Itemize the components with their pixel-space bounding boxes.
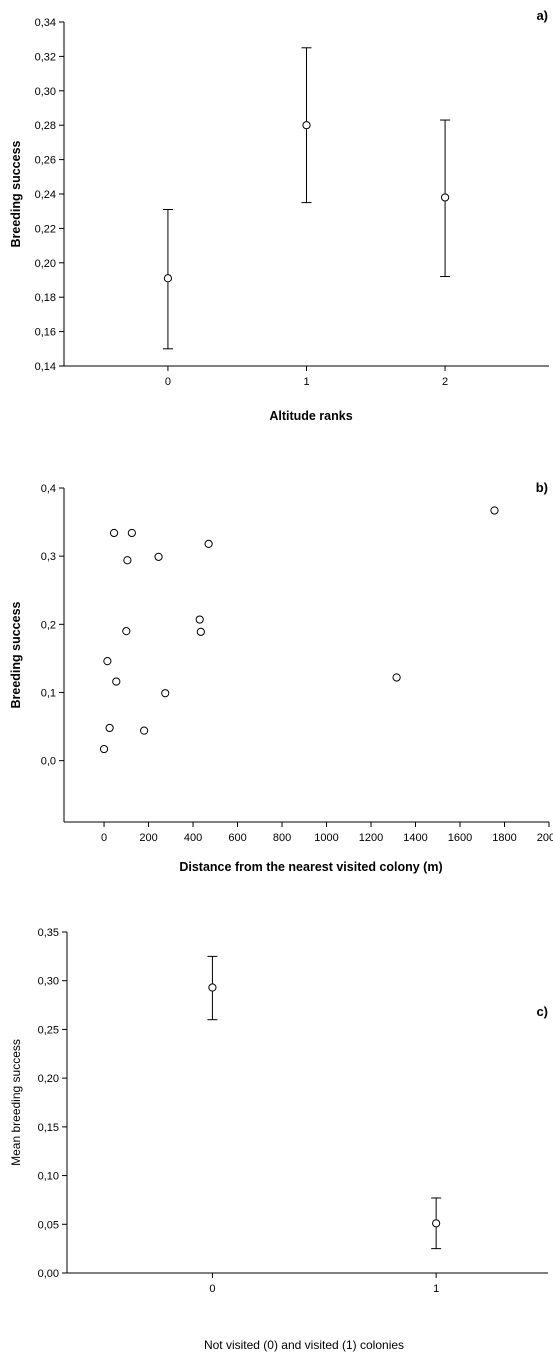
x-axis-title: Not visited (0) and visited (1) colonies bbox=[204, 1338, 404, 1352]
data-point bbox=[161, 689, 170, 698]
y-tick-label: 0,34 bbox=[35, 17, 56, 29]
y-tick-label: 0,20 bbox=[38, 1073, 59, 1085]
y-tick-label: 0,22 bbox=[35, 223, 56, 235]
data-point bbox=[109, 528, 119, 538]
panel-label: c) bbox=[536, 1004, 548, 1019]
x-tick-label: 1200 bbox=[359, 832, 383, 844]
data-point bbox=[103, 657, 112, 666]
data-point bbox=[154, 552, 163, 561]
x-tick-label: 1 bbox=[433, 1283, 439, 1295]
x-tick-label: 1800 bbox=[492, 832, 516, 844]
x-axis-title: Distance from the nearest visited colony… bbox=[179, 860, 442, 874]
x-tick-label: 2 bbox=[442, 376, 448, 388]
y-tick-label: 0,05 bbox=[38, 1219, 59, 1231]
x-tick-label: 0 bbox=[101, 832, 107, 844]
data-point bbox=[127, 528, 136, 538]
y-tick-label: 0,25 bbox=[38, 1024, 59, 1036]
y-tick-label: 0,1 bbox=[41, 687, 56, 699]
y-tick-label: 0,18 bbox=[35, 292, 56, 304]
y-tick-label: 0,26 bbox=[35, 155, 56, 167]
panel-label: b) bbox=[536, 480, 548, 495]
data-point bbox=[105, 723, 114, 733]
x-tick-label: 600 bbox=[228, 832, 246, 844]
data-point bbox=[123, 556, 132, 565]
x-tick-label: 400 bbox=[184, 832, 202, 844]
y-tick-label: 0,20 bbox=[35, 258, 56, 270]
y-axis-title: Breeding success bbox=[9, 601, 23, 708]
data-point bbox=[490, 506, 499, 515]
chart-panel-a: 0,14 0,16 0,18 0,20 0,22 0,24 0,26 0,28 0,30 0,32… bbox=[9, 8, 549, 423]
data-point bbox=[99, 744, 109, 754]
x-tick-label: 800 bbox=[273, 832, 291, 844]
y-tick-label: 0,30 bbox=[38, 976, 59, 988]
x-tick-label: 1400 bbox=[403, 832, 427, 844]
y-tick-label: 0,3 bbox=[41, 551, 56, 563]
x-tick-label: 1 bbox=[303, 376, 309, 388]
y-tick-label: 0,0 bbox=[41, 756, 56, 768]
data-point bbox=[204, 539, 213, 548]
data-point bbox=[196, 627, 205, 636]
y-tick-label: 0,4 bbox=[41, 483, 56, 495]
x-tick-label: 200 bbox=[139, 832, 157, 844]
x-tick-label: 2000 bbox=[537, 832, 553, 844]
y-axis-title: Breeding success bbox=[9, 140, 23, 247]
data-point bbox=[392, 673, 401, 682]
y-tick-label: 0,16 bbox=[35, 327, 56, 339]
data-point bbox=[440, 193, 450, 202]
y-tick-label: 0,35 bbox=[38, 927, 59, 939]
x-axis-title: Altitude ranks bbox=[269, 409, 352, 423]
y-tick-label: 0,10 bbox=[38, 1171, 59, 1183]
x-tick-label: 0 bbox=[209, 1283, 215, 1295]
data-point bbox=[112, 677, 121, 686]
y-tick-label: 0,2 bbox=[41, 619, 56, 631]
data-point bbox=[139, 726, 149, 735]
data-point bbox=[195, 615, 204, 624]
y-tick-label: 0,24 bbox=[35, 189, 56, 201]
chart-panel-b: 0,0 0,1 0,2 0,3 0,4 0 200 400 600 800 1000 1200 1400… bbox=[9, 480, 553, 874]
data-point bbox=[122, 627, 131, 636]
y-tick-label: 0,14 bbox=[35, 361, 56, 373]
x-tick-label: 1000 bbox=[314, 832, 338, 844]
data-point bbox=[208, 983, 217, 992]
y-tick-label: 0,28 bbox=[35, 120, 56, 132]
y-tick-label: 0,15 bbox=[38, 1122, 59, 1134]
data-point bbox=[163, 274, 173, 283]
x-tick-label: 0 bbox=[165, 376, 171, 388]
y-tick-label: 0,30 bbox=[35, 86, 56, 98]
panel-label: a) bbox=[536, 8, 548, 23]
data-point bbox=[302, 121, 311, 130]
data-point bbox=[432, 1219, 441, 1228]
y-tick-label: 0,00 bbox=[38, 1268, 59, 1280]
y-axis-title: Mean breeding success bbox=[9, 1039, 23, 1166]
y-tick-label: 0,32 bbox=[35, 51, 56, 63]
x-tick-label: 1600 bbox=[448, 832, 472, 844]
chart-panel-c: 0,00 0,05 0,10 0,15 0,20 0,25 0,30 0,35 0 1 Not vi… bbox=[9, 927, 548, 1352]
